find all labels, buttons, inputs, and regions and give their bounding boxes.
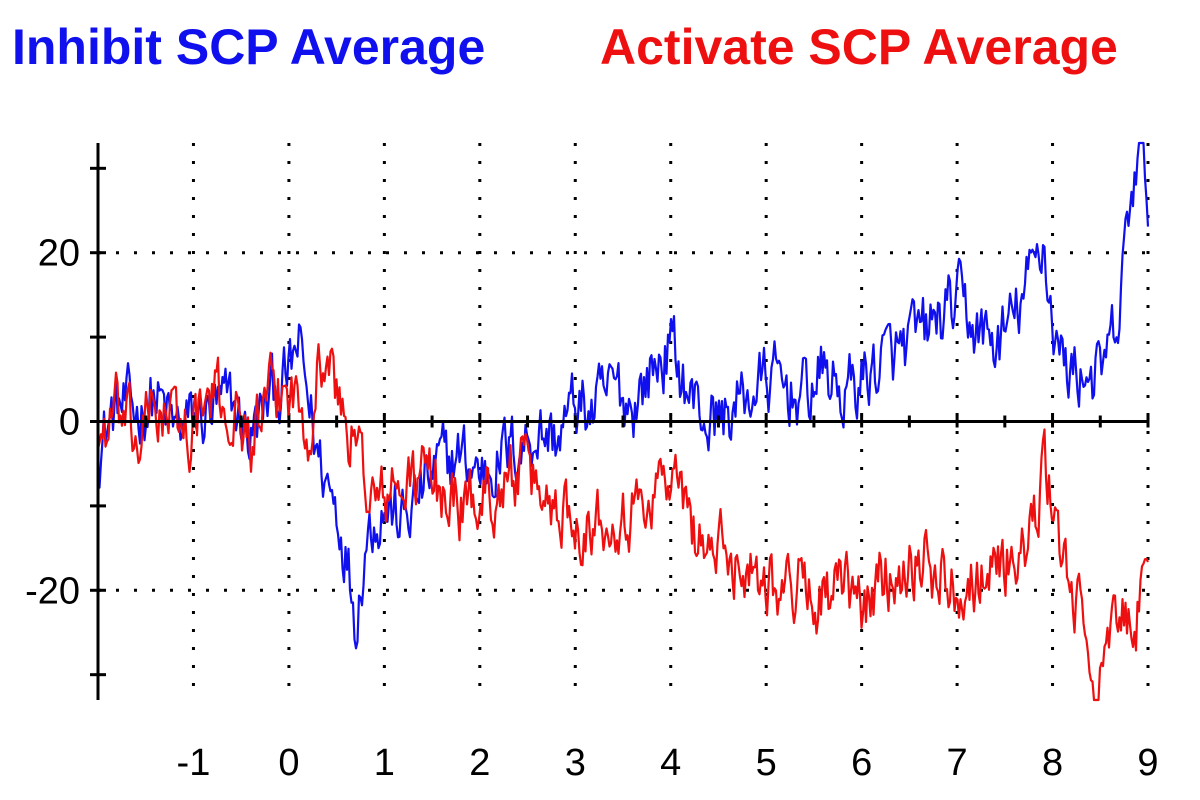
series-lines: [96, 141, 1150, 702]
series-line-1: [96, 343, 1149, 702]
x-tick-label-10: 9: [1137, 742, 1158, 784]
x-tick-label-9: 8: [1042, 742, 1063, 784]
x-tick-label-2: 1: [374, 742, 395, 784]
y-tick-label-1: 0: [59, 402, 80, 444]
y-tick-label-2: -20: [25, 570, 80, 612]
x-tick-label-4: 3: [565, 742, 586, 784]
x-tick-label-5: 4: [660, 742, 681, 784]
axes: [90, 143, 1150, 700]
x-tick-label-8: 7: [947, 742, 968, 784]
legend-inhibit-label: Inhibit SCP Average: [12, 19, 486, 75]
x-tick-label-6: 5: [756, 742, 777, 784]
x-tick-label-3: 2: [469, 742, 490, 784]
x-tick-label-0: -1: [177, 742, 211, 784]
x-tick-label-7: 6: [851, 742, 872, 784]
y-tick-label-0: 20: [38, 233, 80, 275]
tick-labels: 20 0 -20 -1 0 1 2 3 4 5 6 7 8 9: [25, 233, 1158, 784]
grid-lines: [98, 143, 1150, 700]
legend-activate-label: Activate SCP Average: [600, 19, 1118, 75]
series-line-0: [96, 141, 1150, 650]
x-tick-label-1: 0: [278, 742, 299, 784]
